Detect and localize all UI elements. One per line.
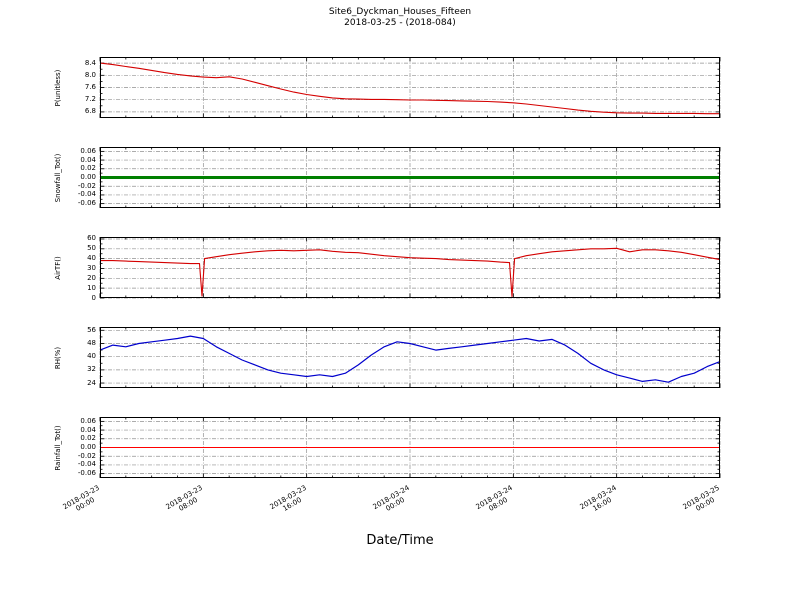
y-tick-label: 0.04: [80, 155, 96, 164]
subplot-5-canvas: [99, 417, 721, 478]
y-tick-label: -0.02: [77, 181, 96, 190]
y-tick-label: 10: [87, 283, 96, 292]
y-tick-label: 60: [87, 234, 96, 243]
y-tick-label: 0.02: [80, 164, 96, 173]
subplot-4-canvas: [99, 327, 721, 388]
chart-subtitle: 2018-03-25 - (2018-084): [344, 18, 456, 28]
y-axis-label-1: P(unitless): [54, 69, 62, 106]
x-tick-label: 2018-03-23 16:00: [268, 483, 308, 513]
subplot-3-canvas: [99, 237, 721, 299]
x-tick-label: 2018-03-25 00:00: [681, 483, 721, 513]
y-tick-label: 0: [91, 293, 96, 302]
series-line-4: [99, 335, 721, 383]
plot-border: [100, 57, 720, 118]
x-tick-label: 2018-03-24 16:00: [578, 483, 618, 513]
subplot-2-canvas: [99, 147, 721, 208]
y-tick-label: 6.8: [84, 107, 96, 116]
y-tick-label: 0.06: [80, 146, 96, 155]
series-line-1: [99, 62, 720, 115]
y-tick-label: 0.04: [80, 425, 96, 434]
x-tick-label: 2018-03-24 00:00: [371, 483, 411, 513]
y-tick-label: 48: [87, 338, 96, 347]
x-tick-label: 2018-03-24 08:00: [474, 483, 515, 513]
y-tick-label: -0.02: [77, 451, 96, 460]
y-tick-label: -0.06: [77, 469, 96, 478]
chart-title: Site6_Dyckman_Houses_Fifteen: [328, 7, 472, 17]
y-tick-label: 50: [87, 244, 96, 253]
y-tick-label: 8.0: [84, 70, 96, 79]
y-tick-label: 0.00: [80, 173, 96, 181]
y-tick-label: 40: [87, 254, 96, 263]
x-axis-title: Date/Time: [366, 533, 434, 548]
y-tick-label: 7.2: [84, 95, 96, 104]
y-tick-label: -0.04: [77, 190, 96, 199]
y-tick-label: 0.00: [80, 443, 96, 451]
y-tick-label: -0.04: [77, 460, 96, 469]
y-axis-label-5: Rainfall_Tot(): [54, 424, 62, 471]
series-line-3: [100, 247, 721, 298]
grid-lines: [99, 57, 721, 118]
y-tick-label: 32: [87, 365, 96, 374]
plot-border: [100, 237, 720, 298]
y-tick-label: -0.06: [77, 199, 96, 208]
y-tick-label: 0.02: [80, 434, 96, 443]
x-tick-label: 2018-03-23 08:00: [164, 483, 205, 513]
y-tick-label: 7.6: [84, 83, 96, 91]
subplot-1-canvas: [99, 57, 721, 118]
grid-lines: [99, 237, 721, 299]
y-axis-label-4: RH(%): [54, 346, 62, 369]
y-tick-label: 30: [87, 263, 96, 272]
plot-border: [100, 147, 720, 208]
y-tick-label: 20: [87, 273, 96, 282]
plot-border: [100, 417, 720, 478]
y-axis-label-3: AirTF(): [54, 255, 62, 280]
x-tick-label: 2018-03-23 00:00: [61, 483, 101, 513]
y-tick-label: 56: [87, 325, 96, 334]
y-tick-label: 8.4: [84, 58, 96, 67]
plot-border: [100, 327, 720, 388]
y-tick-label: 0.06: [80, 416, 96, 425]
y-tick-label: 40: [87, 352, 96, 361]
y-axis-label-2: Snowfall_Tot(): [54, 153, 62, 202]
y-tick-label: 24: [87, 378, 96, 387]
